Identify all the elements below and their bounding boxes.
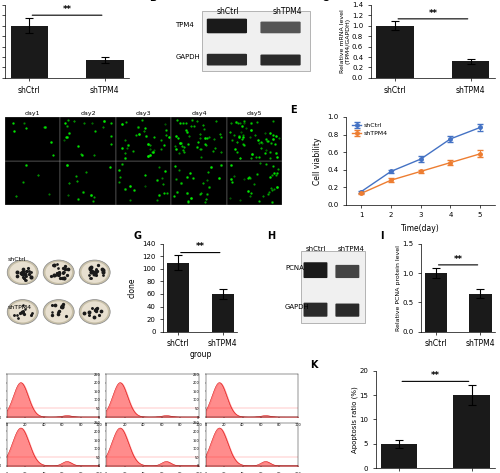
Bar bbox=[470, 294, 492, 332]
Text: shCtrl: shCtrl bbox=[216, 7, 239, 16]
Y-axis label: Cell viability: Cell viability bbox=[313, 137, 322, 184]
Text: B: B bbox=[148, 0, 156, 3]
Circle shape bbox=[46, 262, 72, 283]
Text: shTPM4: shTPM4 bbox=[338, 246, 365, 253]
Bar bbox=[116, 161, 172, 205]
Bar bbox=[172, 117, 227, 161]
Text: day2: day2 bbox=[80, 111, 96, 116]
Circle shape bbox=[7, 299, 38, 324]
Text: C: C bbox=[321, 0, 328, 3]
Text: shTPM4: shTPM4 bbox=[7, 305, 32, 309]
Bar bbox=[60, 161, 116, 205]
FancyBboxPatch shape bbox=[260, 54, 300, 65]
Bar bbox=[227, 117, 282, 161]
Text: GAPDH: GAPDH bbox=[285, 304, 310, 310]
FancyBboxPatch shape bbox=[304, 303, 328, 317]
Text: day3: day3 bbox=[136, 111, 152, 116]
Text: H: H bbox=[267, 231, 276, 241]
Circle shape bbox=[10, 301, 36, 323]
Text: shCtrl: shCtrl bbox=[306, 246, 326, 253]
FancyBboxPatch shape bbox=[207, 18, 247, 33]
Bar bbox=[86, 60, 124, 78]
FancyBboxPatch shape bbox=[207, 54, 247, 65]
Text: shTPM4: shTPM4 bbox=[272, 7, 302, 16]
Bar bbox=[202, 10, 310, 70]
Bar bbox=[454, 395, 490, 468]
Circle shape bbox=[10, 262, 36, 283]
Text: day1: day1 bbox=[25, 111, 40, 116]
Text: **: ** bbox=[62, 5, 72, 14]
Circle shape bbox=[46, 301, 72, 323]
Legend: shCtrl, shTPM4: shCtrl, shTPM4 bbox=[350, 120, 390, 139]
Bar bbox=[452, 61, 490, 78]
X-axis label: group: group bbox=[189, 350, 212, 359]
Y-axis label: Apoptosis ratio (%): Apoptosis ratio (%) bbox=[352, 386, 358, 453]
Y-axis label: Relative PCNA protein level: Relative PCNA protein level bbox=[396, 245, 401, 331]
FancyBboxPatch shape bbox=[336, 304, 359, 317]
Bar bbox=[301, 251, 364, 323]
Text: K: K bbox=[310, 359, 318, 370]
Bar bbox=[376, 26, 414, 78]
Text: PCNA: PCNA bbox=[285, 265, 304, 272]
Text: TPM4: TPM4 bbox=[176, 22, 195, 28]
Bar bbox=[5, 117, 60, 161]
Circle shape bbox=[79, 260, 110, 285]
Text: **: ** bbox=[428, 9, 438, 18]
Bar bbox=[10, 26, 48, 78]
Text: shCtrl: shCtrl bbox=[7, 257, 26, 262]
Circle shape bbox=[43, 260, 74, 285]
Bar bbox=[116, 117, 172, 161]
FancyBboxPatch shape bbox=[304, 262, 328, 278]
Text: GAPDH: GAPDH bbox=[176, 54, 201, 61]
Bar bbox=[382, 444, 418, 468]
Bar bbox=[227, 161, 282, 205]
Y-axis label: Relative mRNA level
(TPM4/GAPDH): Relative mRNA level (TPM4/GAPDH) bbox=[340, 9, 350, 73]
Text: day4: day4 bbox=[192, 111, 207, 116]
Bar bbox=[212, 294, 234, 332]
Text: **: ** bbox=[196, 242, 205, 251]
Text: day5: day5 bbox=[247, 111, 262, 116]
Text: G: G bbox=[134, 231, 142, 241]
FancyBboxPatch shape bbox=[260, 22, 300, 33]
Bar bbox=[172, 161, 227, 205]
Circle shape bbox=[7, 260, 38, 285]
Bar bbox=[424, 273, 447, 332]
Bar bbox=[167, 263, 189, 332]
Text: **: ** bbox=[454, 254, 462, 264]
Circle shape bbox=[43, 299, 74, 324]
Circle shape bbox=[82, 262, 108, 283]
Bar bbox=[5, 161, 60, 205]
X-axis label: Time(day): Time(day) bbox=[402, 224, 440, 233]
Circle shape bbox=[82, 301, 108, 323]
Circle shape bbox=[79, 299, 110, 324]
FancyBboxPatch shape bbox=[336, 265, 359, 278]
Text: E: E bbox=[290, 105, 296, 114]
Text: **: ** bbox=[431, 371, 440, 380]
Bar bbox=[60, 117, 116, 161]
Text: I: I bbox=[380, 231, 384, 241]
Y-axis label: clone: clone bbox=[128, 278, 136, 298]
